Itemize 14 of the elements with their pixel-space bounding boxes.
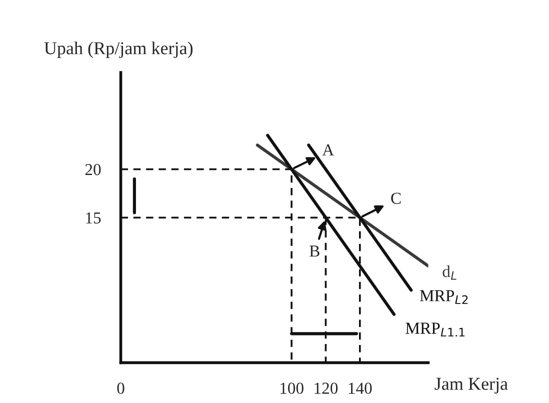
y-axis-title: Upah (Rp/jam kerja): [44, 42, 193, 58]
x-axis-title: Jam Kerja: [434, 378, 508, 394]
y-tick-label: 15: [86, 212, 101, 224]
x-tick-label: 140: [348, 382, 372, 394]
series-label: d$_{L}$: [442, 265, 456, 280]
y-tick-label: 20: [85, 164, 101, 176]
annotation: A: [322, 144, 334, 156]
series-label: MRP$_{L1.1}$: [406, 322, 465, 336]
x-tick-label: 0: [117, 382, 124, 394]
annotation: C: [391, 192, 401, 204]
x-tick-label: 100: [280, 382, 304, 394]
annotation: B: [310, 246, 320, 257]
series-label: MRP$_{L2}$: [420, 290, 468, 304]
x-tick-label: 120: [314, 382, 338, 394]
